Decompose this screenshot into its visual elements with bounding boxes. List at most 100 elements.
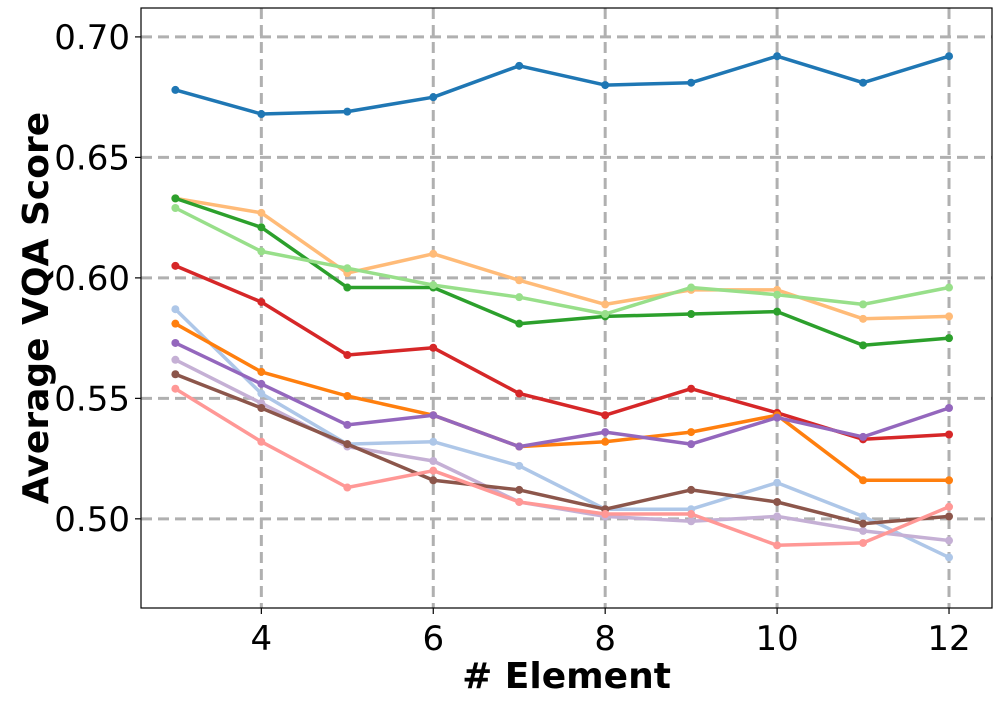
series-line: [174, 54, 950, 116]
data-point: [773, 290, 782, 299]
data-point: [687, 517, 696, 526]
data-point: [429, 281, 438, 290]
series-1: [171, 194, 954, 323]
data-point: [601, 81, 610, 90]
series-2: [171, 194, 954, 350]
x-tick-label: 8: [594, 619, 616, 659]
data-point: [257, 389, 266, 398]
data-point: [687, 283, 696, 292]
data-point: [343, 391, 352, 400]
data-point: [429, 93, 438, 102]
data-point: [343, 350, 352, 359]
data-point: [257, 297, 266, 306]
y-tick-label: 0.55: [54, 379, 130, 419]
data-point: [515, 442, 524, 451]
data-point: [515, 497, 524, 506]
data-point: [601, 310, 610, 319]
data-point: [945, 512, 954, 521]
data-point: [859, 538, 868, 547]
data-point: [773, 512, 782, 521]
data-point: [429, 437, 438, 446]
y-tick-label: 0.60: [54, 259, 130, 299]
y-axis-title: Average VQA Score: [16, 112, 57, 504]
data-point: [687, 440, 696, 449]
data-point: [515, 485, 524, 494]
x-tick-label: 4: [251, 619, 273, 659]
data-point: [859, 341, 868, 350]
data-point: [945, 312, 954, 321]
data-point: [515, 61, 524, 70]
data-point: [601, 300, 610, 309]
data-point: [601, 411, 610, 420]
data-point: [257, 379, 266, 388]
series-line: [174, 372, 950, 526]
data-point: [429, 411, 438, 420]
data-point: [257, 110, 266, 119]
data-point: [859, 78, 868, 87]
data-point: [773, 541, 782, 550]
data-point: [945, 476, 954, 485]
data-point: [429, 466, 438, 475]
data-point: [343, 264, 352, 273]
data-point: [601, 437, 610, 446]
data-point: [945, 502, 954, 511]
data-point: [171, 338, 180, 347]
data-point: [773, 52, 782, 61]
data-point: [257, 404, 266, 412]
data-point: [171, 370, 180, 379]
data-point: [515, 389, 524, 398]
data-point: [257, 208, 266, 217]
data-point: [945, 430, 954, 439]
series-line: [174, 307, 950, 559]
axis-ticks: 4 6 8 10 12 0.50 0.55 0.60 0.65 0.70: [54, 18, 970, 659]
data-point: [945, 404, 954, 412]
series-line: [174, 196, 950, 348]
data-point: [945, 52, 954, 61]
data-point: [687, 485, 696, 494]
series-line: [174, 322, 949, 483]
data-point: [945, 536, 954, 545]
x-tick-label: 10: [755, 619, 798, 659]
data-point: [171, 85, 180, 94]
series-line: [175, 196, 950, 321]
data-point: [257, 223, 266, 232]
data-point: [773, 497, 782, 506]
series-line: [174, 206, 950, 316]
data-point: [171, 384, 180, 393]
series-line: [174, 358, 950, 543]
data-point: [859, 300, 868, 309]
data-point: [257, 247, 266, 256]
data-point: [859, 526, 868, 535]
data-point: [773, 307, 782, 316]
series-10: [171, 384, 954, 550]
x-tick-label: 12: [927, 619, 970, 659]
data-point: [429, 343, 438, 352]
data-point: [601, 428, 610, 437]
series-6: [171, 319, 954, 485]
data-point: [859, 314, 868, 323]
data-point: [171, 261, 180, 270]
data-point: [859, 519, 868, 528]
series-0: [171, 52, 954, 119]
data-point: [515, 319, 524, 328]
data-point: [429, 457, 438, 466]
data-point: [687, 428, 696, 437]
data-point: [859, 432, 868, 441]
data-point: [687, 310, 696, 319]
data-point: [171, 319, 180, 328]
y-tick-label: 0.65: [54, 138, 130, 178]
series-lines: [171, 52, 954, 562]
data-point: [515, 276, 524, 285]
data-point: [515, 461, 524, 470]
data-point: [257, 367, 266, 376]
data-point: [773, 413, 782, 422]
data-point: [515, 293, 524, 302]
data-point: [343, 107, 352, 116]
data-point: [343, 420, 352, 429]
data-point: [773, 478, 782, 487]
data-point: [171, 305, 180, 314]
x-axis-title: # Element: [462, 656, 671, 697]
data-point: [429, 476, 438, 485]
series-3: [171, 204, 954, 319]
